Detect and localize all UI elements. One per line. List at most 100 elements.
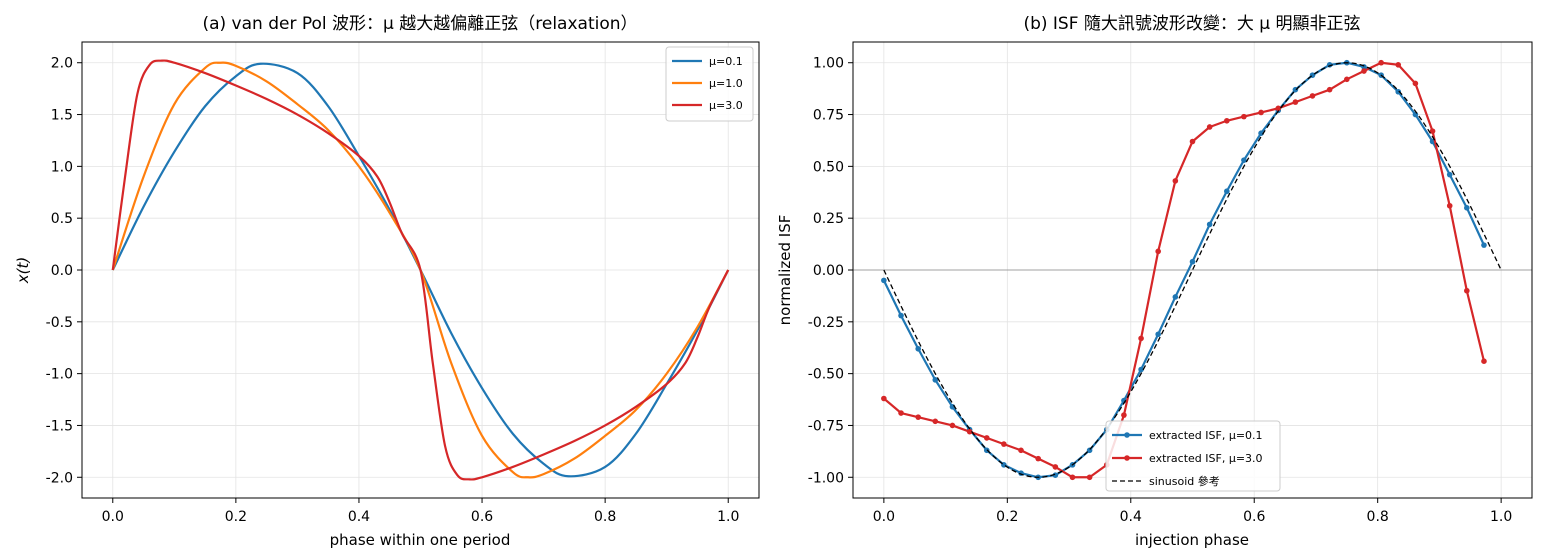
panel-a-xtick-label: 0.6 [471,509,493,525]
panel-b-series-1-point [949,422,956,429]
panel-b-ytick-label: -0.75 [808,418,844,434]
panel-b-series-1-point [983,435,990,441]
panel-b-xlabel: injection phase [1135,531,1249,549]
panel-a-ytick-label: 0.5 [51,211,73,227]
panel-a-ytick-label: -2.0 [46,470,73,486]
panel-b-series-0-point [898,312,904,319]
panel-b-xtick-label: 0.8 [1367,509,1389,525]
panel-b-series-1-point [966,428,973,435]
panel-b-series-1-point [1052,464,1059,470]
panel-a-title: (a) van der Pol 波形：μ 越大越偏離正弦（relaxation） [202,14,637,34]
panel-b-legend: extracted ISF, μ=0.1 extracted ISF, μ=3.0… [1105,420,1281,492]
panel-b-ytick-label: -0.50 [808,367,844,383]
panel-b-series-0-point [1446,171,1453,178]
panel-b-series-1-point [1464,287,1470,294]
panel-a-xtick-label: 0.2 [225,509,247,525]
panel-b-series-1-point [1189,138,1196,145]
panel-b-series-0-point [1464,205,1470,211]
panel-b-ytick-label: 0.75 [813,108,844,124]
panel-a-xtick-label: 0.0 [102,509,124,525]
panel-b-ytick-label: -0.25 [808,315,844,331]
panel-b-series-0-point [1258,130,1264,136]
panel-b-series-1-point [1121,412,1127,418]
panel-a-xtick-label: 0.8 [594,509,616,525]
panel-b-series-1-point [1309,93,1316,99]
panel-b-series-0-point [932,377,939,383]
panel-b-series-1-point [1241,113,1247,120]
panel-b-series-1-point [1172,178,1179,184]
panel-b-xtick-label: 0.4 [1120,509,1142,525]
panel-a-legend-label: μ=1.0 [709,77,743,90]
panel-b-series-1-point [1326,86,1333,93]
panel-b-series-1-point [1446,202,1453,209]
panel-b-series-1-point [1206,124,1213,130]
panel-b-series-1-point [1224,117,1230,124]
panel-b-ytick-label: 0.50 [813,159,844,175]
panel-a-ytick-label: 2.0 [51,56,73,72]
panel-b-legend-marker [1124,432,1130,438]
panel-b-series-0-point [915,345,921,352]
panel-a-ytick-label: -1.0 [46,367,73,383]
panel-b-series-0-point [881,277,887,284]
panel-a-series [111,59,730,481]
panel-b-xtick-label: 0.6 [1243,509,1265,525]
panel-b-title: (b) ISF 隨大訊號波形改變：大 μ 明顯非正弦 [1023,14,1360,34]
panel-b-series-1-point [1069,474,1076,481]
panel-b-series-1-point [898,410,904,416]
panel-a-chart: (a) van der Pol 波形：μ 越大越偏離正弦（relaxation）… [14,14,760,549]
panel-b-series-0-point [1241,157,1247,163]
panel-b-series-1-point [1429,128,1436,134]
panel-a-ylabel: x(t) [14,257,32,284]
panel-a-ytick-label: -0.5 [46,315,73,331]
panel-a-y-ticks: -2.0 -1.5 -1.0 -0.5 0.0 0.5 1.0 1.5 2.0 [46,56,82,486]
panel-b-series-1-point [1275,105,1282,112]
panel-b-chart: (b) ISF 隨大訊號波形改變：大 μ 明顯非正弦 0.0 0.2 0.4 0.6 0… [776,14,1533,549]
panel-a-legend-box [665,46,754,122]
panel-b-series-0-point [1395,88,1402,95]
panel-b-xtick-label: 0.2 [996,509,1018,525]
panel-a-x-ticks: 0.0 0.2 0.4 0.6 0.8 1.0 [102,498,739,525]
panel-a-ytick-label: -1.5 [46,418,73,434]
panel-b-series-1-point [1395,62,1402,68]
panel-b-x-ticks: 0.0 0.2 0.4 0.6 0.8 1.0 [873,498,1512,525]
panel-a-legend: μ=0.1 μ=1.0 μ=3.0 [665,46,754,122]
panel-b-series-0-point [1172,294,1179,300]
panel-b-ytick-label: -1.00 [808,470,844,486]
panel-b-series-1-point [915,414,921,420]
panel-b-series-1-point [1412,80,1419,87]
panel-b-series-1-point [932,418,939,425]
panel-b-legend-label: extracted ISF, μ=0.1 [1149,429,1263,442]
panel-b-series-1-point [1344,76,1350,83]
panel-a-ytick-label: 1.5 [51,108,73,124]
panel-b-xtick-label: 0.0 [873,509,895,525]
panel-a-xtick-label: 0.4 [348,509,370,525]
panel-b-legend-box [1105,420,1281,492]
panel-b-series-0-point [1224,188,1230,195]
panel-b-series-0-point [1138,366,1144,373]
panel-a-ytick-label: 0.0 [51,263,73,279]
panel-b-series-1-point [1481,358,1487,365]
panel-b-ylabel: normalized ISF [776,215,794,326]
panel-a-xlabel: phase within one period [330,531,511,549]
panel-b-series-0-point [1481,242,1487,248]
panel-b-legend-label: extracted ISF, μ=3.0 [1149,452,1263,465]
panel-b-ytick-label: 1.00 [813,56,844,72]
panel-b-series-1-point [1138,335,1144,342]
panel-b-series-1-point [1292,99,1299,105]
panel-a-series-line-2 [111,59,730,481]
panel-a-legend-label: μ=3.0 [709,99,743,112]
panel-a-xtick-label: 1.0 [717,509,739,525]
panel-b-series-1-point [1035,455,1041,462]
panel-b-ytick-label: 0.00 [813,263,844,279]
panel-b-series-1-point [1378,59,1384,66]
panel-b-series-1-point [1361,68,1367,74]
panel-b-series-1-point [1001,441,1007,447]
panel-b-series-1-point [1018,447,1024,454]
panel-a-legend-label: μ=0.1 [709,55,743,68]
panel-b-series-0-point [1052,472,1059,479]
panel-b-series-1-point [1258,109,1264,116]
panel-a-ytick-label: 1.0 [51,159,73,175]
panel-b-legend-marker [1124,455,1130,461]
panel-b-series-1-point [1155,248,1161,255]
